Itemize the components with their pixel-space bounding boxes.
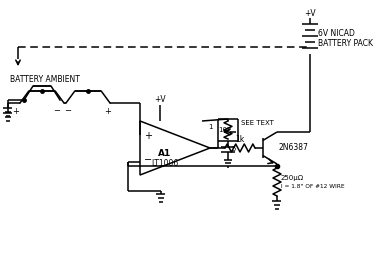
Text: −: − [144, 156, 152, 165]
Text: +V: +V [154, 95, 165, 105]
Text: −: − [53, 107, 60, 115]
Text: LT1006: LT1006 [151, 159, 178, 167]
Text: BATTERY AMBIENT: BATTERY AMBIENT [10, 76, 80, 85]
Text: 5: 5 [231, 146, 235, 152]
Text: 1k: 1k [235, 136, 245, 144]
Text: SEE TEXT: SEE TEXT [241, 120, 274, 126]
Text: +V: +V [304, 8, 316, 18]
Text: 2N6387: 2N6387 [279, 144, 309, 153]
Text: +: + [105, 107, 111, 115]
Text: +: + [13, 107, 20, 115]
Text: 1: 1 [208, 124, 212, 130]
Text: A1: A1 [158, 149, 171, 157]
Text: BATTERY PACK: BATTERY PACK [318, 38, 373, 47]
Text: 250μΩ: 250μΩ [281, 175, 304, 181]
Text: l = 1.8" OF #12 WIRE: l = 1.8" OF #12 WIRE [281, 184, 345, 189]
Text: 10k: 10k [218, 127, 231, 133]
Text: −: − [65, 107, 71, 115]
Text: +: + [144, 131, 152, 141]
Text: 6V NICAD: 6V NICAD [318, 28, 355, 37]
